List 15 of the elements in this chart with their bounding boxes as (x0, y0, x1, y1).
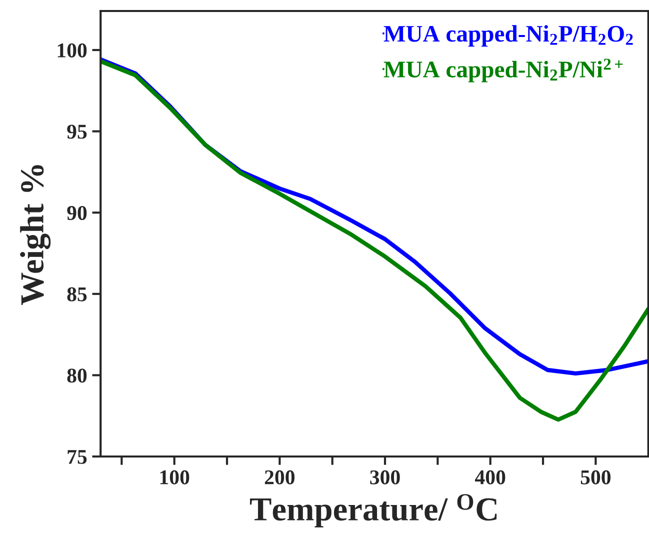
y-tick-label: 80 (67, 368, 87, 383)
x-tick-label: 400 (475, 470, 506, 484)
x-axis-title: Temperature/ $^{O}$C (250, 494, 497, 528)
y-tick-label: 90 (67, 206, 87, 220)
y-axis-title: Weight % (20, 165, 51, 306)
y-tick-label: 85 (67, 287, 87, 302)
y-tick-label: 75 (68, 450, 87, 464)
x-tick-label: 300 (370, 470, 400, 484)
legend-label: MUA capped-Ni$_{2}$P/Ni$^{2+}$ (384, 58, 623, 82)
x-tick-label: 500 (580, 470, 611, 484)
y-tick-label: 100 (58, 43, 87, 58)
x-tick-label: 100 (160, 470, 190, 484)
x-tick-label: 200 (264, 470, 294, 484)
legend-label: MUA capped-Ni$_{2}$P/H$_{2}$O$_{2}$ (384, 25, 633, 47)
y-tick-label: 95 (67, 124, 87, 139)
